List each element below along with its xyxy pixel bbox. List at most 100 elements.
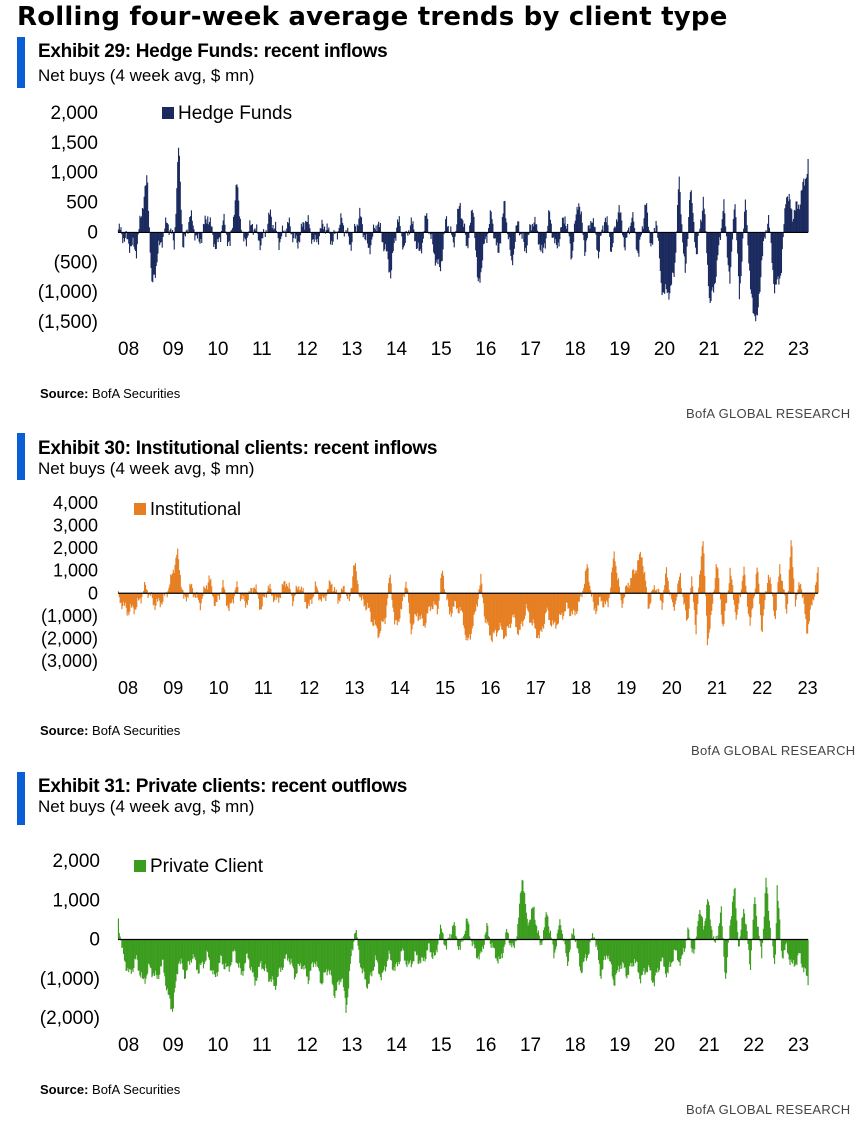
data-bar	[797, 208, 799, 233]
data-bar	[336, 939, 338, 991]
data-bar	[268, 588, 270, 594]
data-bar	[592, 218, 594, 233]
data-bar	[232, 593, 235, 604]
data-bar	[261, 593, 263, 607]
data-bar	[413, 229, 415, 233]
data-bar	[321, 593, 323, 596]
y-tick-label: 1,000	[53, 561, 98, 581]
data-bar	[354, 563, 356, 594]
data-bar	[587, 567, 589, 594]
data-bar	[147, 939, 149, 974]
x-tick-label: 19	[616, 678, 636, 698]
data-bar	[587, 225, 589, 233]
data-bar	[196, 232, 199, 239]
data-bar	[394, 593, 397, 621]
data-bar	[605, 939, 607, 956]
data-bar	[803, 939, 805, 973]
data-bar	[576, 593, 578, 614]
data-bar	[236, 184, 238, 233]
data-bar	[476, 939, 478, 959]
data-bar	[369, 593, 371, 612]
data-bar	[389, 232, 391, 272]
data-bar	[140, 939, 142, 978]
data-bar	[652, 232, 654, 245]
data-bar	[364, 232, 366, 240]
data-bar	[521, 879, 523, 940]
data-bar	[317, 232, 320, 245]
data-bar	[184, 939, 186, 979]
data-bar	[392, 593, 394, 608]
data-bar	[171, 229, 174, 233]
data-bar	[708, 232, 710, 299]
data-bar	[129, 939, 132, 970]
data-bar	[695, 232, 697, 255]
data-bar	[793, 578, 795, 594]
data-bar	[640, 939, 642, 984]
data-bar	[634, 939, 636, 960]
data-bar	[330, 232, 332, 245]
data-bar	[543, 927, 545, 940]
data-bar	[142, 208, 144, 233]
data-bar	[374, 593, 376, 620]
data-bar	[464, 593, 466, 635]
data-bar	[691, 939, 693, 953]
data-bar	[789, 557, 791, 594]
data-bar	[249, 220, 251, 233]
data-bar	[616, 572, 618, 594]
data-bar	[135, 593, 137, 610]
data-bar	[632, 212, 634, 233]
data-bar	[309, 228, 311, 233]
data-bar	[494, 593, 496, 631]
data-bar	[297, 939, 299, 964]
data-bar	[663, 939, 665, 967]
data-bar	[241, 939, 243, 972]
data-bar	[765, 877, 767, 940]
data-bar	[415, 593, 417, 617]
data-bar	[775, 923, 777, 940]
data-bar	[284, 230, 286, 233]
data-bar	[236, 581, 238, 594]
data-bar	[436, 593, 438, 615]
data-bar	[679, 939, 681, 966]
data-bar	[430, 232, 432, 239]
data-bar	[574, 593, 576, 616]
data-bar	[519, 232, 521, 235]
data-bar	[287, 939, 290, 959]
data-bar	[343, 232, 345, 237]
data-bar	[759, 232, 761, 292]
data-bar	[435, 593, 437, 605]
data-bar	[707, 901, 710, 940]
data-bar	[393, 232, 395, 244]
data-bar	[710, 593, 712, 615]
data-bar	[702, 196, 704, 233]
data-bar	[483, 593, 485, 617]
data-bar	[315, 585, 317, 594]
data-bar	[659, 939, 661, 962]
data-bar	[295, 585, 297, 594]
data-bar	[469, 936, 471, 940]
data-bar	[642, 566, 644, 594]
data-bar	[257, 593, 259, 595]
data-bar	[169, 230, 171, 233]
data-bar	[744, 923, 746, 940]
exhibit-accent-bar	[17, 37, 25, 88]
data-bar	[462, 220, 464, 233]
data-bar	[491, 593, 493, 642]
data-bar	[335, 589, 337, 594]
data-bar	[130, 593, 132, 605]
data-bar	[725, 593, 727, 604]
data-bar	[226, 232, 228, 235]
data-bar	[805, 939, 807, 976]
data-bar	[755, 904, 757, 940]
data-bar	[797, 939, 799, 956]
data-bar	[617, 212, 619, 233]
data-bar	[724, 593, 726, 611]
data-bar	[664, 585, 666, 594]
data-bar	[292, 232, 294, 243]
data-bar	[561, 217, 564, 233]
data-bar	[301, 590, 303, 594]
data-bar	[235, 587, 237, 594]
data-bar	[214, 939, 216, 975]
data-bar	[785, 593, 787, 609]
data-bar	[611, 232, 613, 248]
